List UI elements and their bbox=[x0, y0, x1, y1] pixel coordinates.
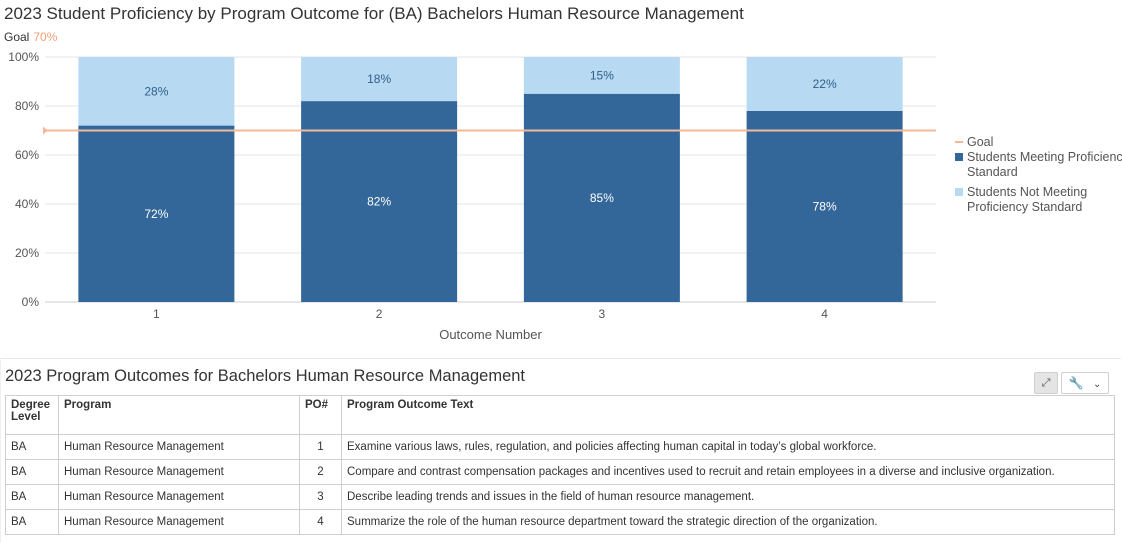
cell-po-number: 4 bbox=[299, 509, 342, 535]
legend-label: Students Not Meeting bbox=[967, 185, 1087, 199]
table-row: BA Human Resource Management 4 Summarize… bbox=[5, 509, 1115, 535]
y-tick-label: 60% bbox=[15, 148, 39, 162]
wrench-icon: 🔧 bbox=[1068, 376, 1084, 390]
x-tick-label: 3 bbox=[599, 307, 606, 321]
table-title: 2023 Program Outcomes for Bachelors Huma… bbox=[5, 367, 525, 385]
cell-degree-level: BA bbox=[5, 459, 59, 485]
y-tick-label: 80% bbox=[15, 99, 39, 113]
data-label: 18% bbox=[367, 72, 391, 86]
outcomes-table: Degree Level Program PO# Program Outcome… bbox=[5, 395, 1115, 535]
y-tick-label: 40% bbox=[15, 197, 39, 211]
goal-marker bbox=[43, 126, 48, 135]
cell-degree-level: BA bbox=[5, 434, 59, 460]
column-header-degree-level[interactable]: Degree Level bbox=[5, 395, 59, 435]
y-tick-label: 20% bbox=[15, 246, 39, 260]
x-tick-label: 1 bbox=[153, 307, 160, 321]
column-header-outcome-text[interactable]: Program Outcome Text bbox=[341, 395, 1115, 435]
cell-program: Human Resource Management bbox=[58, 509, 300, 535]
chevron-down-icon: ⌄ bbox=[1092, 379, 1102, 390]
table-row: BA Human Resource Management 2 Compare a… bbox=[5, 459, 1115, 485]
legend-swatch bbox=[955, 188, 963, 196]
legend-label: Students Meeting Proficiency bbox=[967, 150, 1122, 164]
chart-title: 2023 Student Proficiency by Program Outc… bbox=[4, 4, 744, 23]
data-label: 82% bbox=[367, 195, 391, 209]
bar-meeting bbox=[746, 110, 903, 303]
x-axis-title: Outcome Number bbox=[439, 327, 542, 342]
expand-button[interactable]: ⤢ bbox=[1034, 372, 1058, 394]
goal-value: 70% bbox=[33, 30, 58, 44]
data-label: 72% bbox=[144, 207, 168, 221]
cell-degree-level: BA bbox=[5, 509, 59, 535]
bar-meeting bbox=[301, 101, 458, 302]
y-tick-label: 0% bbox=[22, 295, 40, 309]
table-header-row: Degree Level Program PO# Program Outcome… bbox=[5, 395, 1115, 435]
cell-degree-level: BA bbox=[5, 484, 59, 510]
cell-po-number: 3 bbox=[299, 484, 342, 510]
data-label: 85% bbox=[590, 191, 614, 205]
proficiency-chart: 0% 20% 40% 60% 80% 100% 72% 28% 1 82% 18% 2 85% 15% 3 7… bbox=[8, 50, 1122, 342]
column-header-po[interactable]: PO# bbox=[299, 395, 342, 435]
data-label: 15% bbox=[590, 68, 614, 82]
table-row: BA Human Resource Management 1 Examine v… bbox=[5, 434, 1115, 460]
bar-meeting bbox=[78, 125, 235, 302]
bar-meeting bbox=[523, 93, 680, 302]
legend-label: Standard bbox=[967, 165, 1018, 179]
table-row: BA Human Resource Management 3 Describe … bbox=[5, 484, 1115, 510]
cell-outcome-text: Examine various laws, rules, regulation,… bbox=[341, 434, 1115, 460]
goal-label: Goal bbox=[4, 30, 30, 44]
cell-program: Human Resource Management bbox=[58, 434, 300, 460]
x-tick-label: 2 bbox=[376, 307, 383, 321]
bar-not-meeting bbox=[301, 57, 458, 102]
column-header-program[interactable]: Program bbox=[58, 395, 300, 435]
cell-outcome-text: Summarize the role of the human resource… bbox=[341, 509, 1115, 535]
cell-program: Human Resource Management bbox=[58, 484, 300, 510]
outcomes-panel: 2023 Program Outcomes for Bachelors Huma… bbox=[0, 358, 1121, 543]
x-tick-label: 4 bbox=[821, 307, 828, 321]
legend-label: Proficiency Standard bbox=[967, 200, 1082, 214]
data-label: 28% bbox=[144, 84, 168, 98]
settings-dropdown-button[interactable]: 🔧 ⌄ bbox=[1061, 372, 1109, 394]
cell-outcome-text: Describe leading trends and issues in th… bbox=[341, 484, 1115, 510]
cell-program: Human Resource Management bbox=[58, 459, 300, 485]
bar-not-meeting bbox=[523, 57, 680, 94]
expand-icon: ⤢ bbox=[1041, 377, 1051, 389]
cell-po-number: 2 bbox=[299, 459, 342, 485]
bar-not-meeting bbox=[78, 57, 235, 126]
legend-goal-label: Goal bbox=[967, 135, 993, 149]
legend-swatch bbox=[955, 153, 963, 161]
data-label: 78% bbox=[813, 199, 837, 213]
bar-not-meeting bbox=[746, 57, 903, 111]
cell-po-number: 1 bbox=[299, 434, 342, 460]
y-tick-label: 100% bbox=[8, 50, 39, 64]
goal-indicator: Goal 70% bbox=[4, 30, 57, 44]
cell-outcome-text: Compare and contrast compensation packag… bbox=[341, 459, 1115, 485]
data-label: 22% bbox=[813, 77, 837, 91]
